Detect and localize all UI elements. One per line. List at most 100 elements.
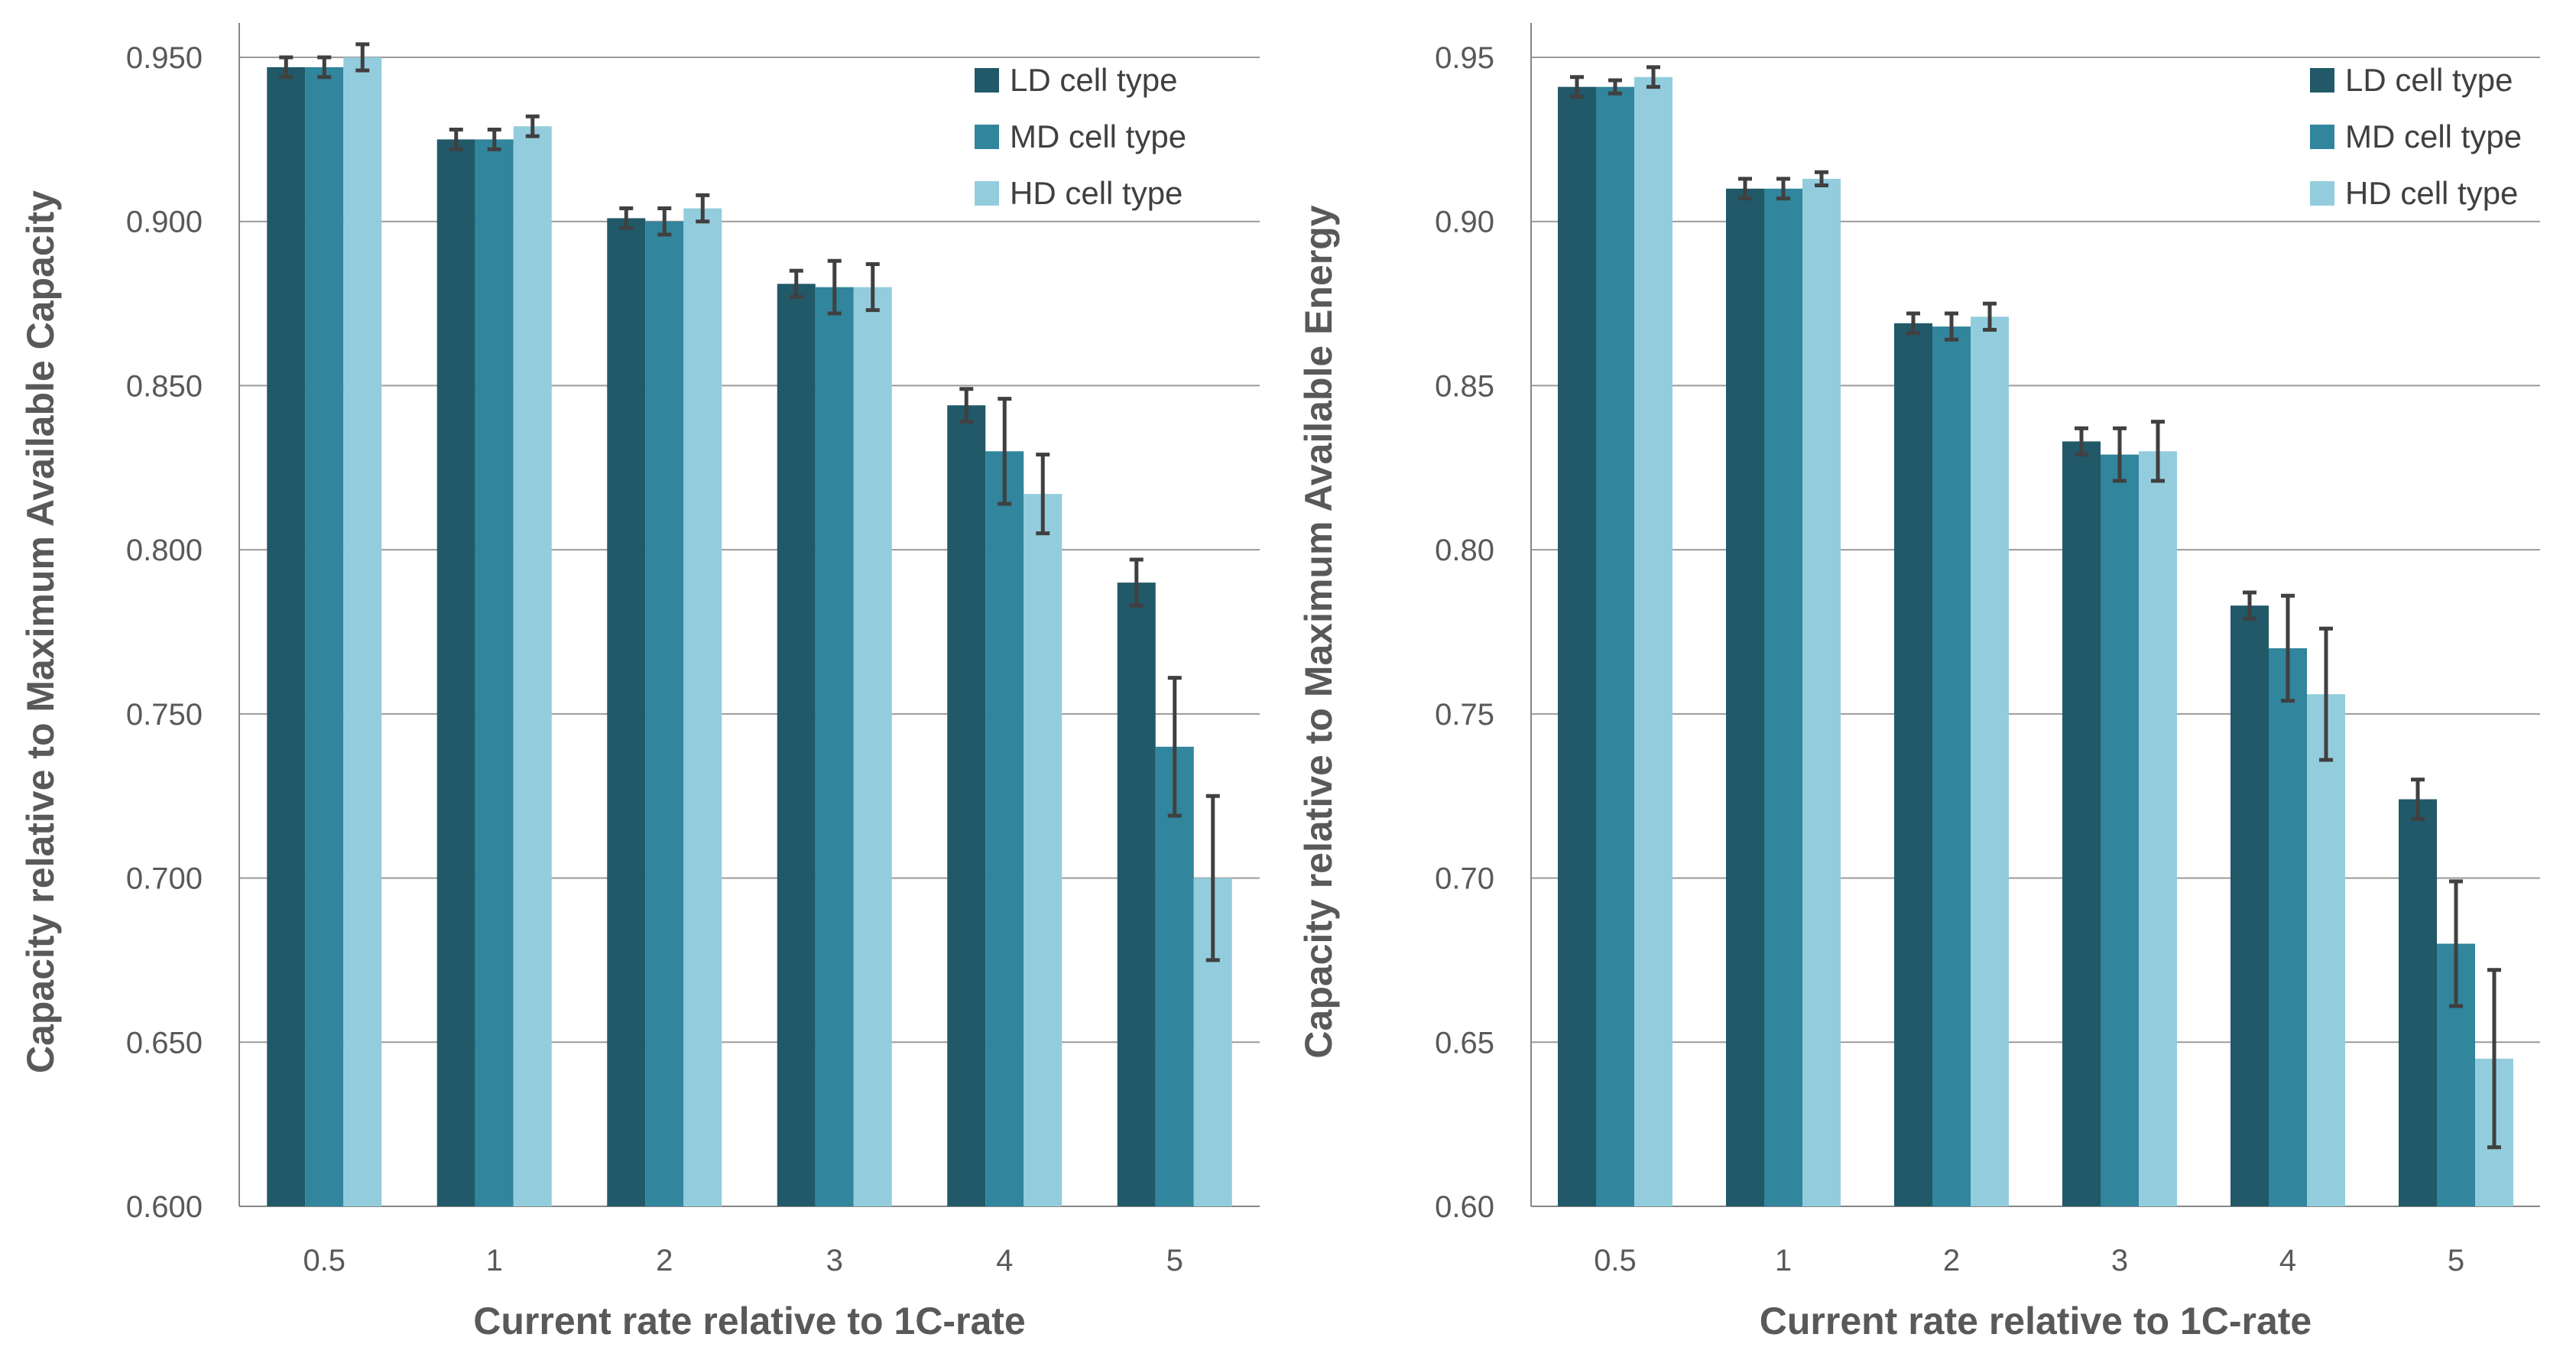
x-tick-label: 2 [656, 1244, 673, 1277]
error-bar [696, 193, 710, 224]
error-bar [1815, 170, 1828, 187]
error-bar [789, 268, 803, 299]
legend-label: MD cell type [1010, 118, 1186, 154]
chart-1: 0.600 0.650 0.700 0.750 0.800 0.850 0.900 0.950… [19, 23, 1260, 1342]
y-axis-title: Capacity relative to Maximum Available C… [19, 190, 62, 1073]
bar [1971, 316, 2009, 1207]
legend-swatch [2310, 68, 2334, 93]
bar [1634, 76, 1672, 1206]
error-bar [1036, 453, 1050, 536]
bar [1117, 583, 1156, 1206]
y-tick-label: 0.90 [1435, 206, 1494, 239]
error-bar [2281, 593, 2295, 703]
y-tick-label: 0.85 [1435, 369, 1494, 403]
bar [2101, 454, 2139, 1206]
error-bar [2075, 426, 2088, 457]
y-tick-label: 0.75 [1435, 698, 1494, 732]
error-bar [2151, 420, 2165, 483]
legend-label: LD cell type [1010, 62, 1177, 98]
bar [777, 284, 816, 1207]
bar [2230, 605, 2269, 1206]
error-bar [959, 387, 974, 424]
legend: LD cell type MD cell type HD cell type [2310, 62, 2522, 211]
bar [853, 287, 892, 1207]
error-bar [317, 55, 332, 80]
x-axis-title: Current rate relative to 1C-rate [473, 1300, 1025, 1342]
error-bar [1608, 78, 1622, 96]
chart-2: 0.60 0.65 0.70 0.75 0.80 0.85 0.90 0.95 0.5 1 2 3 4 5… [1297, 23, 2540, 1342]
y-tick-label: 0.600 [126, 1190, 203, 1224]
bar [1894, 323, 1932, 1206]
x-tick-label: 5 [2448, 1244, 2464, 1277]
bar [343, 57, 382, 1206]
error-bar [1945, 311, 1958, 342]
bar [305, 67, 344, 1207]
error-bar [1776, 177, 1790, 201]
y-tick-label: 0.65 [1435, 1026, 1494, 1060]
error-bar [1983, 301, 1997, 332]
legend-swatch [2310, 125, 2334, 149]
error-bar [1167, 676, 1182, 818]
x-tick-label: 2 [1943, 1244, 1960, 1277]
bar [1596, 86, 1634, 1207]
error-bar [2243, 590, 2256, 621]
bar [815, 287, 854, 1207]
bar [683, 208, 722, 1207]
bar [2139, 451, 2177, 1206]
error-bar [1205, 794, 1220, 962]
x-tick-label: 4 [2279, 1244, 2296, 1277]
bar [2399, 799, 2437, 1206]
x-tick-label: 1 [1775, 1244, 1792, 1277]
bar [513, 126, 552, 1207]
error-bar [2113, 426, 2127, 483]
bar [2269, 648, 2307, 1206]
error-bar [827, 258, 842, 316]
error-bar [998, 397, 1012, 506]
y-tick-label: 0.650 [126, 1026, 203, 1060]
bar [1802, 178, 1841, 1207]
y-tick-label: 0.95 [1435, 41, 1494, 75]
error-bar [279, 55, 294, 80]
y-tick-label: 0.60 [1435, 1190, 1494, 1224]
y-tick-label: 0.700 [126, 862, 203, 896]
error-bar [449, 127, 463, 151]
x-tick-label: 4 [996, 1244, 1013, 1277]
error-bar [865, 262, 880, 313]
bar [267, 67, 306, 1207]
x-tick-label: 0.5 [303, 1244, 346, 1277]
y-tick-label: 0.950 [126, 41, 203, 75]
error-bar [1570, 75, 1584, 99]
bar [1558, 86, 1596, 1207]
bar [1155, 746, 1194, 1206]
y-tick-label: 0.900 [126, 206, 203, 239]
legend-label: MD cell type [2345, 118, 2522, 154]
legend-label: HD cell type [2345, 175, 2518, 211]
y-axis-title: Capacity relative to Maximum Available E… [1297, 205, 1340, 1058]
bar [1932, 326, 1971, 1206]
bar [475, 139, 514, 1206]
error-bar [1738, 177, 1752, 201]
legend-label: LD cell type [2345, 62, 2513, 98]
bar [1726, 188, 1764, 1206]
bar [985, 451, 1024, 1206]
bar [2062, 441, 2101, 1206]
x-tick-label: 1 [486, 1244, 503, 1277]
x-tick-label: 3 [2111, 1244, 2128, 1277]
error-bar [1129, 557, 1144, 608]
bar [947, 405, 986, 1206]
y-tick-label: 0.80 [1435, 534, 1494, 567]
bar [607, 218, 646, 1206]
error-bar [487, 127, 501, 151]
x-axis-title: Current rate relative to 1C-rate [1760, 1300, 2312, 1342]
legend-swatch [975, 125, 999, 149]
x-tick-label: 3 [826, 1244, 843, 1277]
error-bar [2319, 626, 2333, 762]
legend-swatch [2310, 181, 2334, 206]
error-bar [657, 206, 672, 237]
x-tick-label: 0.5 [1594, 1244, 1637, 1277]
x-tick-label: 5 [1166, 1244, 1183, 1277]
bar [645, 221, 684, 1206]
bar [1764, 188, 1802, 1206]
legend-swatch [975, 181, 999, 206]
